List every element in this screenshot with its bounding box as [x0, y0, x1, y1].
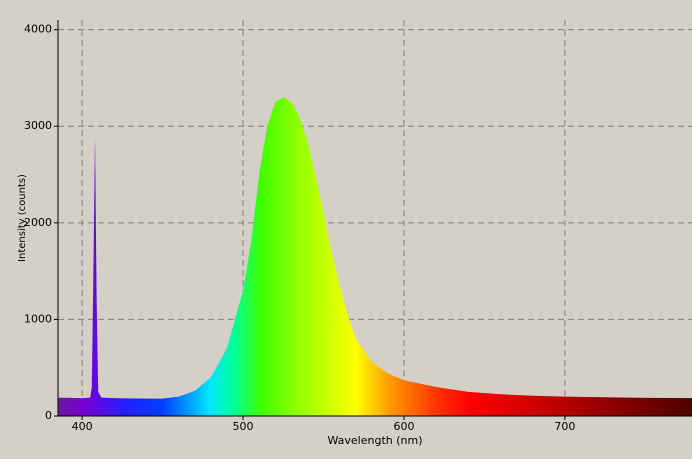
x-tick-label: 700	[554, 420, 575, 433]
y-tick-label: 2000	[24, 216, 52, 229]
x-tick-label: 500	[233, 420, 254, 433]
y-tick-label: 1000	[24, 312, 52, 325]
y-tick-label: 0	[45, 409, 52, 422]
y-axis-label: Intensity (counts)	[17, 174, 28, 262]
grid	[58, 20, 692, 416]
y-tick-label: 4000	[24, 23, 52, 36]
x-tick-label: 600	[393, 420, 414, 433]
spectrum-area	[58, 97, 692, 416]
y-tick-label: 3000	[24, 119, 52, 132]
x-tick-label: 400	[72, 420, 93, 433]
x-axis-label: Wavelength (nm)	[327, 434, 422, 447]
